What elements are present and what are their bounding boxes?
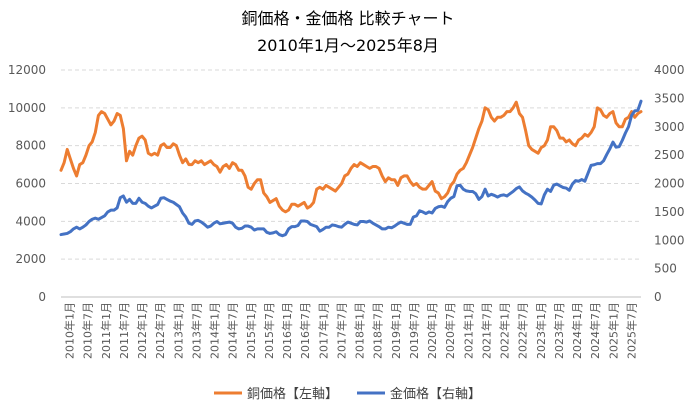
series-lines <box>59 99 643 238</box>
x-tick-label: 2018年7月 <box>371 302 385 359</box>
x-tick-label: 2015年1月 <box>244 302 258 359</box>
x-tick-label: 2017年1月 <box>316 302 330 359</box>
left-tick-label: 2000 <box>15 252 46 266</box>
right-tick-label: 4000 <box>654 63 685 77</box>
x-tick-label: 2019年7月 <box>407 302 421 359</box>
right-tick-label: 2000 <box>654 177 685 191</box>
x-tick-label: 2013年7月 <box>189 302 203 359</box>
series-line-gold <box>59 99 643 238</box>
legend-label-gold: 金価格【右軸】 <box>390 386 481 402</box>
x-tick-label: 2020年1月 <box>425 302 439 359</box>
left-tick-label: 12000 <box>8 63 46 77</box>
x-tick-label: 2016年7月 <box>298 302 312 359</box>
left-tick-label: 10000 <box>8 101 46 115</box>
x-tick-label: 2025年7月 <box>624 302 638 359</box>
x-tick-label: 2022年7月 <box>516 302 530 359</box>
x-tick-label: 2024年1月 <box>570 302 584 359</box>
left-tick-label: 0 <box>38 290 46 304</box>
x-tick-label: 2014年1月 <box>208 302 222 359</box>
x-tick-label: 2018年1月 <box>353 302 367 359</box>
x-tick-label: 2024年7月 <box>588 302 602 359</box>
gridlines <box>61 69 641 298</box>
x-tick-label: 2021年1月 <box>461 302 475 359</box>
x-tick-label: 2023年1月 <box>534 302 548 359</box>
right-tick-label: 1500 <box>654 205 685 219</box>
legend-label-copper: 銅価格【左軸】 <box>247 386 338 402</box>
x-tick-label: 2010年1月 <box>63 302 77 359</box>
right-tick-label: 500 <box>654 262 677 276</box>
series-line-copper <box>59 100 643 214</box>
x-tick-label: 2015年7月 <box>262 302 276 359</box>
x-tick-label: 2013年1月 <box>171 302 185 359</box>
right-tick-label: 3000 <box>654 120 685 134</box>
x-tick-label: 2017年7月 <box>334 302 348 359</box>
right-tick-label: 2500 <box>654 148 685 162</box>
x-tick-label: 2014年7月 <box>226 302 240 359</box>
x-tick-label: 2020年7月 <box>443 302 457 359</box>
x-tick-label: 2016年1月 <box>280 302 294 359</box>
left-tick-label: 4000 <box>15 214 46 228</box>
right-axis-ticks: 0 500 1000 1500 2000 2500 3000 3500 4000 <box>654 63 685 304</box>
legend: 銅価格【左軸】 金価格【右軸】 <box>214 386 481 402</box>
x-tick-label: 2011年1月 <box>99 302 113 359</box>
x-tick-label: 2012年7月 <box>153 302 167 359</box>
left-axis-ticks: 0 2000 4000 6000 8000 10000 12000 <box>8 63 46 304</box>
right-tick-label: 1000 <box>654 233 685 247</box>
x-tick-label: 2023年7月 <box>552 302 566 359</box>
left-tick-label: 8000 <box>15 139 46 153</box>
chart-title-line2: 2010年1月～2025年8月 <box>257 36 439 55</box>
x-axis-ticks: 2010年1月 2010年7月 2011年1月 2011年7月 2012年1月 2012年… <box>63 302 639 359</box>
x-tick-label: 2019年1月 <box>389 302 403 359</box>
x-tick-label: 2012年1月 <box>135 302 149 359</box>
right-tick-label: 3500 <box>654 91 685 105</box>
right-tick-label: 0 <box>654 290 662 304</box>
chart-title-line1: 銅価格・金価格 比較チャート <box>242 9 455 28</box>
x-tick-label: 2010年7月 <box>81 302 95 359</box>
x-tick-label: 2025年1月 <box>606 302 620 359</box>
x-tick-label: 2011年7月 <box>117 302 131 359</box>
left-tick-label: 6000 <box>15 177 46 191</box>
x-tick-label: 2021年7月 <box>479 302 493 359</box>
x-tick-label: 2022年1月 <box>498 302 512 359</box>
